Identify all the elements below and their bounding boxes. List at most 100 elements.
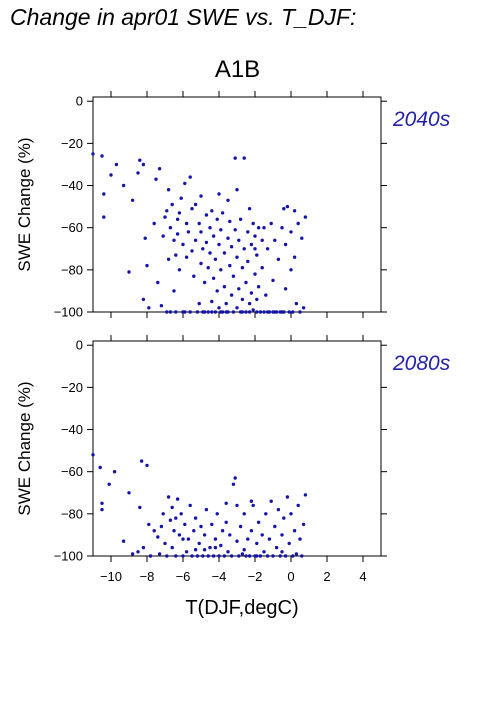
data-point: [222, 285, 227, 289]
data-point: [165, 209, 169, 213]
data-point: [228, 263, 232, 268]
data-point: [292, 255, 297, 259]
data-point: [282, 207, 286, 211]
data-point: [237, 554, 241, 558]
data-point: [127, 491, 131, 495]
data-point: [165, 310, 169, 314]
data-point: [253, 234, 257, 238]
data-point: [226, 550, 230, 554]
data-point: [224, 501, 228, 505]
data-point: [222, 554, 227, 558]
data-point: [192, 274, 196, 278]
data-point: [193, 202, 198, 207]
data-point: [211, 276, 216, 280]
data-point: [280, 533, 284, 537]
data-point: [130, 552, 135, 556]
data-point: [114, 162, 119, 167]
data-point: [251, 221, 255, 226]
x-tick-label: 2: [323, 569, 330, 584]
data-point: [206, 554, 210, 558]
data-point: [240, 310, 245, 314]
data-point: [100, 154, 104, 158]
x-tick-label: 0: [287, 569, 294, 584]
data-point: [170, 505, 174, 510]
data-point: [177, 211, 182, 215]
y-axis-label: SWE Change (%): [15, 381, 34, 515]
data-point: [247, 554, 252, 558]
data-point: [255, 554, 259, 558]
data-point: [276, 257, 281, 261]
y-tick-label: −20: [61, 380, 83, 395]
data-point: [197, 541, 201, 546]
data-point: [179, 512, 183, 516]
scenario-label: A1B: [214, 56, 261, 83]
x-tick-label: −4: [212, 569, 227, 584]
data-point: [242, 548, 246, 552]
data-point: [280, 226, 284, 230]
data-point: [168, 518, 173, 522]
data-point: [136, 171, 140, 175]
data-point: [219, 228, 223, 232]
data-point: [249, 242, 254, 247]
data-point: [265, 554, 270, 558]
data-point: [231, 482, 236, 486]
data-point: [303, 215, 308, 219]
data-point: [152, 221, 156, 226]
data-point: [157, 167, 162, 171]
data-point: [192, 529, 196, 533]
data-point: [222, 251, 227, 255]
data-point: [139, 459, 144, 463]
data-point: [210, 522, 214, 527]
data-point: [197, 301, 201, 306]
data-point: [228, 219, 232, 224]
data-point: [138, 505, 142, 510]
data-point: [206, 266, 210, 270]
data-point: [256, 520, 261, 524]
data-point: [121, 183, 126, 188]
data-point: [247, 301, 252, 306]
data-point: [229, 245, 234, 249]
data-point: [165, 554, 169, 558]
data-point: [213, 545, 218, 550]
data-point: [231, 310, 236, 314]
data-point: [264, 512, 268, 516]
data-point: [183, 310, 187, 314]
data-point: [244, 554, 248, 558]
data-point: [217, 242, 221, 247]
data-point: [246, 230, 250, 234]
data-point: [282, 516, 286, 520]
data-point: [184, 221, 189, 226]
data-point: [147, 306, 151, 310]
data-point: [235, 539, 239, 543]
y-tick-label: −60: [61, 464, 83, 479]
data-point: [269, 221, 273, 226]
data-point: [251, 503, 255, 508]
data-point: [231, 274, 236, 278]
data-point: [186, 230, 191, 234]
y-tick-label: −40: [61, 178, 83, 193]
data-point: [190, 207, 194, 211]
data-point: [107, 482, 111, 486]
data-point: [267, 537, 272, 541]
data-point: [235, 188, 239, 192]
data-point: [121, 539, 126, 543]
data-point: [301, 522, 306, 527]
data-point: [166, 495, 171, 499]
data-point: [229, 554, 234, 558]
data-point: [292, 529, 297, 533]
data-point: [291, 554, 295, 558]
data-point: [147, 522, 151, 527]
data-point: [91, 453, 95, 457]
data-point: [174, 554, 178, 558]
data-point: [237, 287, 241, 291]
x-tick-label: −8: [140, 569, 155, 584]
data-point: [233, 228, 237, 232]
data-point: [224, 310, 228, 314]
data-point: [193, 516, 198, 520]
data-point: [170, 545, 174, 550]
data-point: [177, 533, 182, 537]
data-point: [228, 533, 232, 537]
data-point: [289, 268, 293, 272]
data-point: [283, 554, 288, 558]
